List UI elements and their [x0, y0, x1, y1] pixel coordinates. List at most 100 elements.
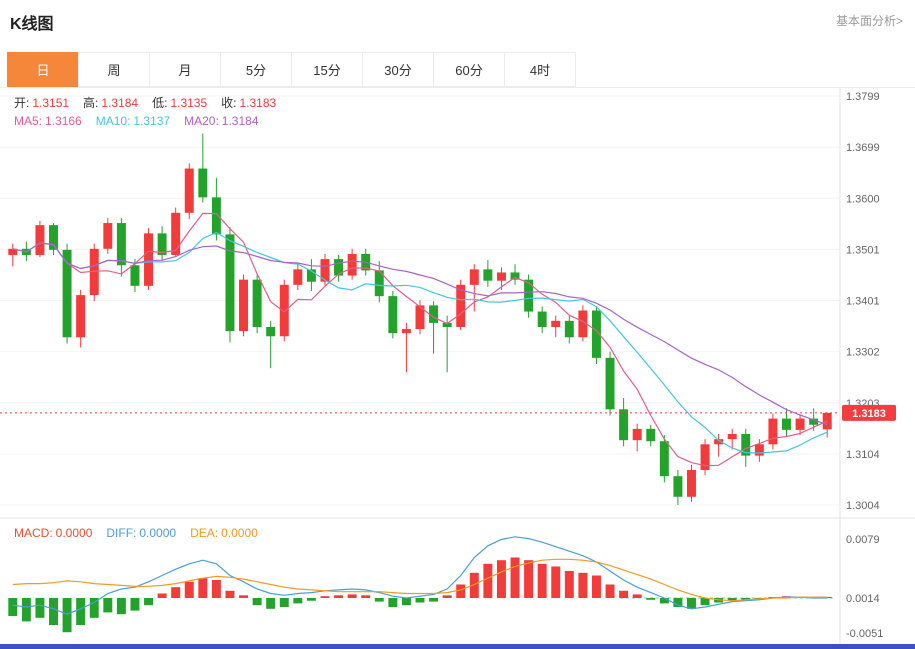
price-axis-label: 1.3401	[846, 296, 880, 308]
candle-body	[741, 434, 751, 456]
candle-body	[564, 320, 574, 338]
macd-histogram-bar	[578, 572, 588, 598]
price-axis-label: 1.3600	[846, 193, 880, 205]
macd-histogram-bar	[35, 598, 45, 618]
macd-histogram-bar	[442, 595, 452, 598]
candle-body	[306, 269, 316, 282]
candle-body	[62, 249, 72, 338]
macd-histogram-bar	[225, 590, 235, 598]
candle-body	[334, 259, 344, 276]
tab-15min[interactable]: 15分	[291, 52, 363, 87]
candle-body	[442, 322, 452, 327]
macd-histogram-bar	[388, 598, 398, 607]
candle-body	[754, 444, 764, 456]
candle-body	[496, 272, 506, 281]
macd-histogram-bar	[374, 598, 384, 602]
fundamental-analysis-link[interactable]: 基本面分析>	[835, 14, 903, 28]
macd-histogram-bar	[700, 598, 710, 606]
macd-histogram-bar	[279, 598, 289, 607]
price-axis-label: 1.3104	[846, 449, 880, 461]
candle-body	[524, 279, 534, 312]
tab-60min[interactable]: 60分	[433, 52, 505, 87]
price-axis-label: 1.3501	[846, 244, 880, 256]
macd-histogram-bar	[727, 598, 737, 601]
candle-body	[537, 311, 547, 327]
macd-histogram-bar	[646, 598, 656, 600]
candle-body	[673, 476, 683, 497]
candle-body	[401, 329, 411, 334]
macd-histogram-bar	[239, 595, 249, 598]
candle-body	[469, 269, 479, 285]
macd-histogram-bar	[293, 598, 303, 604]
macd-histogram-bar	[524, 560, 534, 598]
header: K线图 基本面分析>	[0, 0, 915, 42]
candle-body	[510, 272, 520, 280]
macd-histogram-bar	[211, 580, 221, 598]
macd-histogram-bar	[130, 598, 140, 611]
tab-month[interactable]: 月	[149, 52, 221, 87]
ma20-line	[12, 242, 828, 426]
candle-body	[591, 310, 601, 358]
candle-body	[700, 444, 710, 471]
candle-body	[374, 270, 384, 297]
macd-histogram-bar	[741, 598, 751, 600]
candle-body	[130, 265, 140, 286]
candle-body	[225, 234, 235, 332]
candle-body	[347, 253, 357, 276]
macd-axis-label: 0.0014	[846, 593, 880, 605]
macd-histogram-bar	[49, 598, 58, 625]
candle-body	[8, 248, 18, 255]
macd-histogram-bar	[659, 598, 669, 604]
current-price-text: 1.3183	[852, 408, 886, 420]
candle-body	[782, 418, 791, 430]
macd-histogram-bar	[510, 557, 520, 598]
candle-body	[578, 310, 588, 338]
candle-body	[320, 259, 330, 282]
candle-body	[415, 305, 425, 330]
candle-body	[483, 269, 493, 281]
tab-30min[interactable]: 30分	[362, 52, 434, 87]
candle-body	[714, 439, 724, 445]
candle-body	[727, 434, 737, 440]
macd-histogram-bar	[551, 566, 561, 598]
macd-histogram-bar	[469, 572, 479, 598]
macd-histogram-bar	[198, 578, 208, 598]
candle-body	[239, 279, 249, 332]
tab-5min[interactable]: 5分	[220, 52, 292, 87]
macd-histogram-bar	[347, 594, 357, 598]
candle-body	[809, 418, 819, 425]
candle-body	[184, 168, 194, 213]
candle-body	[605, 357, 615, 410]
macd-histogram-bar	[171, 587, 181, 598]
candle-body	[619, 409, 629, 441]
candle-body	[659, 441, 669, 477]
tab-week[interactable]: 周	[78, 52, 150, 87]
ma10-line	[12, 231, 828, 454]
macd-histogram-bar	[564, 571, 574, 598]
macd-histogram-bar	[429, 598, 439, 602]
price-macd-chart[interactable]: 1.37991.36991.36001.35011.34011.33021.32…	[0, 88, 915, 649]
candle-body	[252, 279, 262, 327]
candle-body	[198, 168, 208, 198]
candle-body	[266, 326, 276, 337]
macd-histogram-bar	[89, 598, 99, 618]
macd-histogram-bar	[184, 581, 194, 598]
page-title: K线图	[10, 16, 54, 33]
chart-area: 1.3799 1.3699 1.3600 1.3501 1.3401 1.3302 1.32…	[0, 88, 915, 649]
tab-day[interactable]: 日	[7, 52, 79, 87]
macd-histogram-bar	[619, 590, 629, 598]
macd-histogram-bar	[116, 598, 126, 615]
price-axis-label: 1.3004	[846, 500, 880, 512]
macd-histogram-bar	[320, 596, 330, 598]
macd-histogram-bar	[62, 598, 72, 633]
candle-body	[144, 233, 154, 286]
tab-4hour[interactable]: 4时	[504, 52, 576, 87]
price-axis-label: 1.3302	[846, 347, 880, 359]
candle-body	[171, 212, 181, 255]
candle-body	[157, 233, 167, 255]
candle-body	[49, 225, 58, 250]
macd-histogram-bar	[334, 595, 344, 598]
price-axis-label: 1.3699	[846, 142, 880, 154]
macd-histogram-bar	[76, 598, 86, 625]
